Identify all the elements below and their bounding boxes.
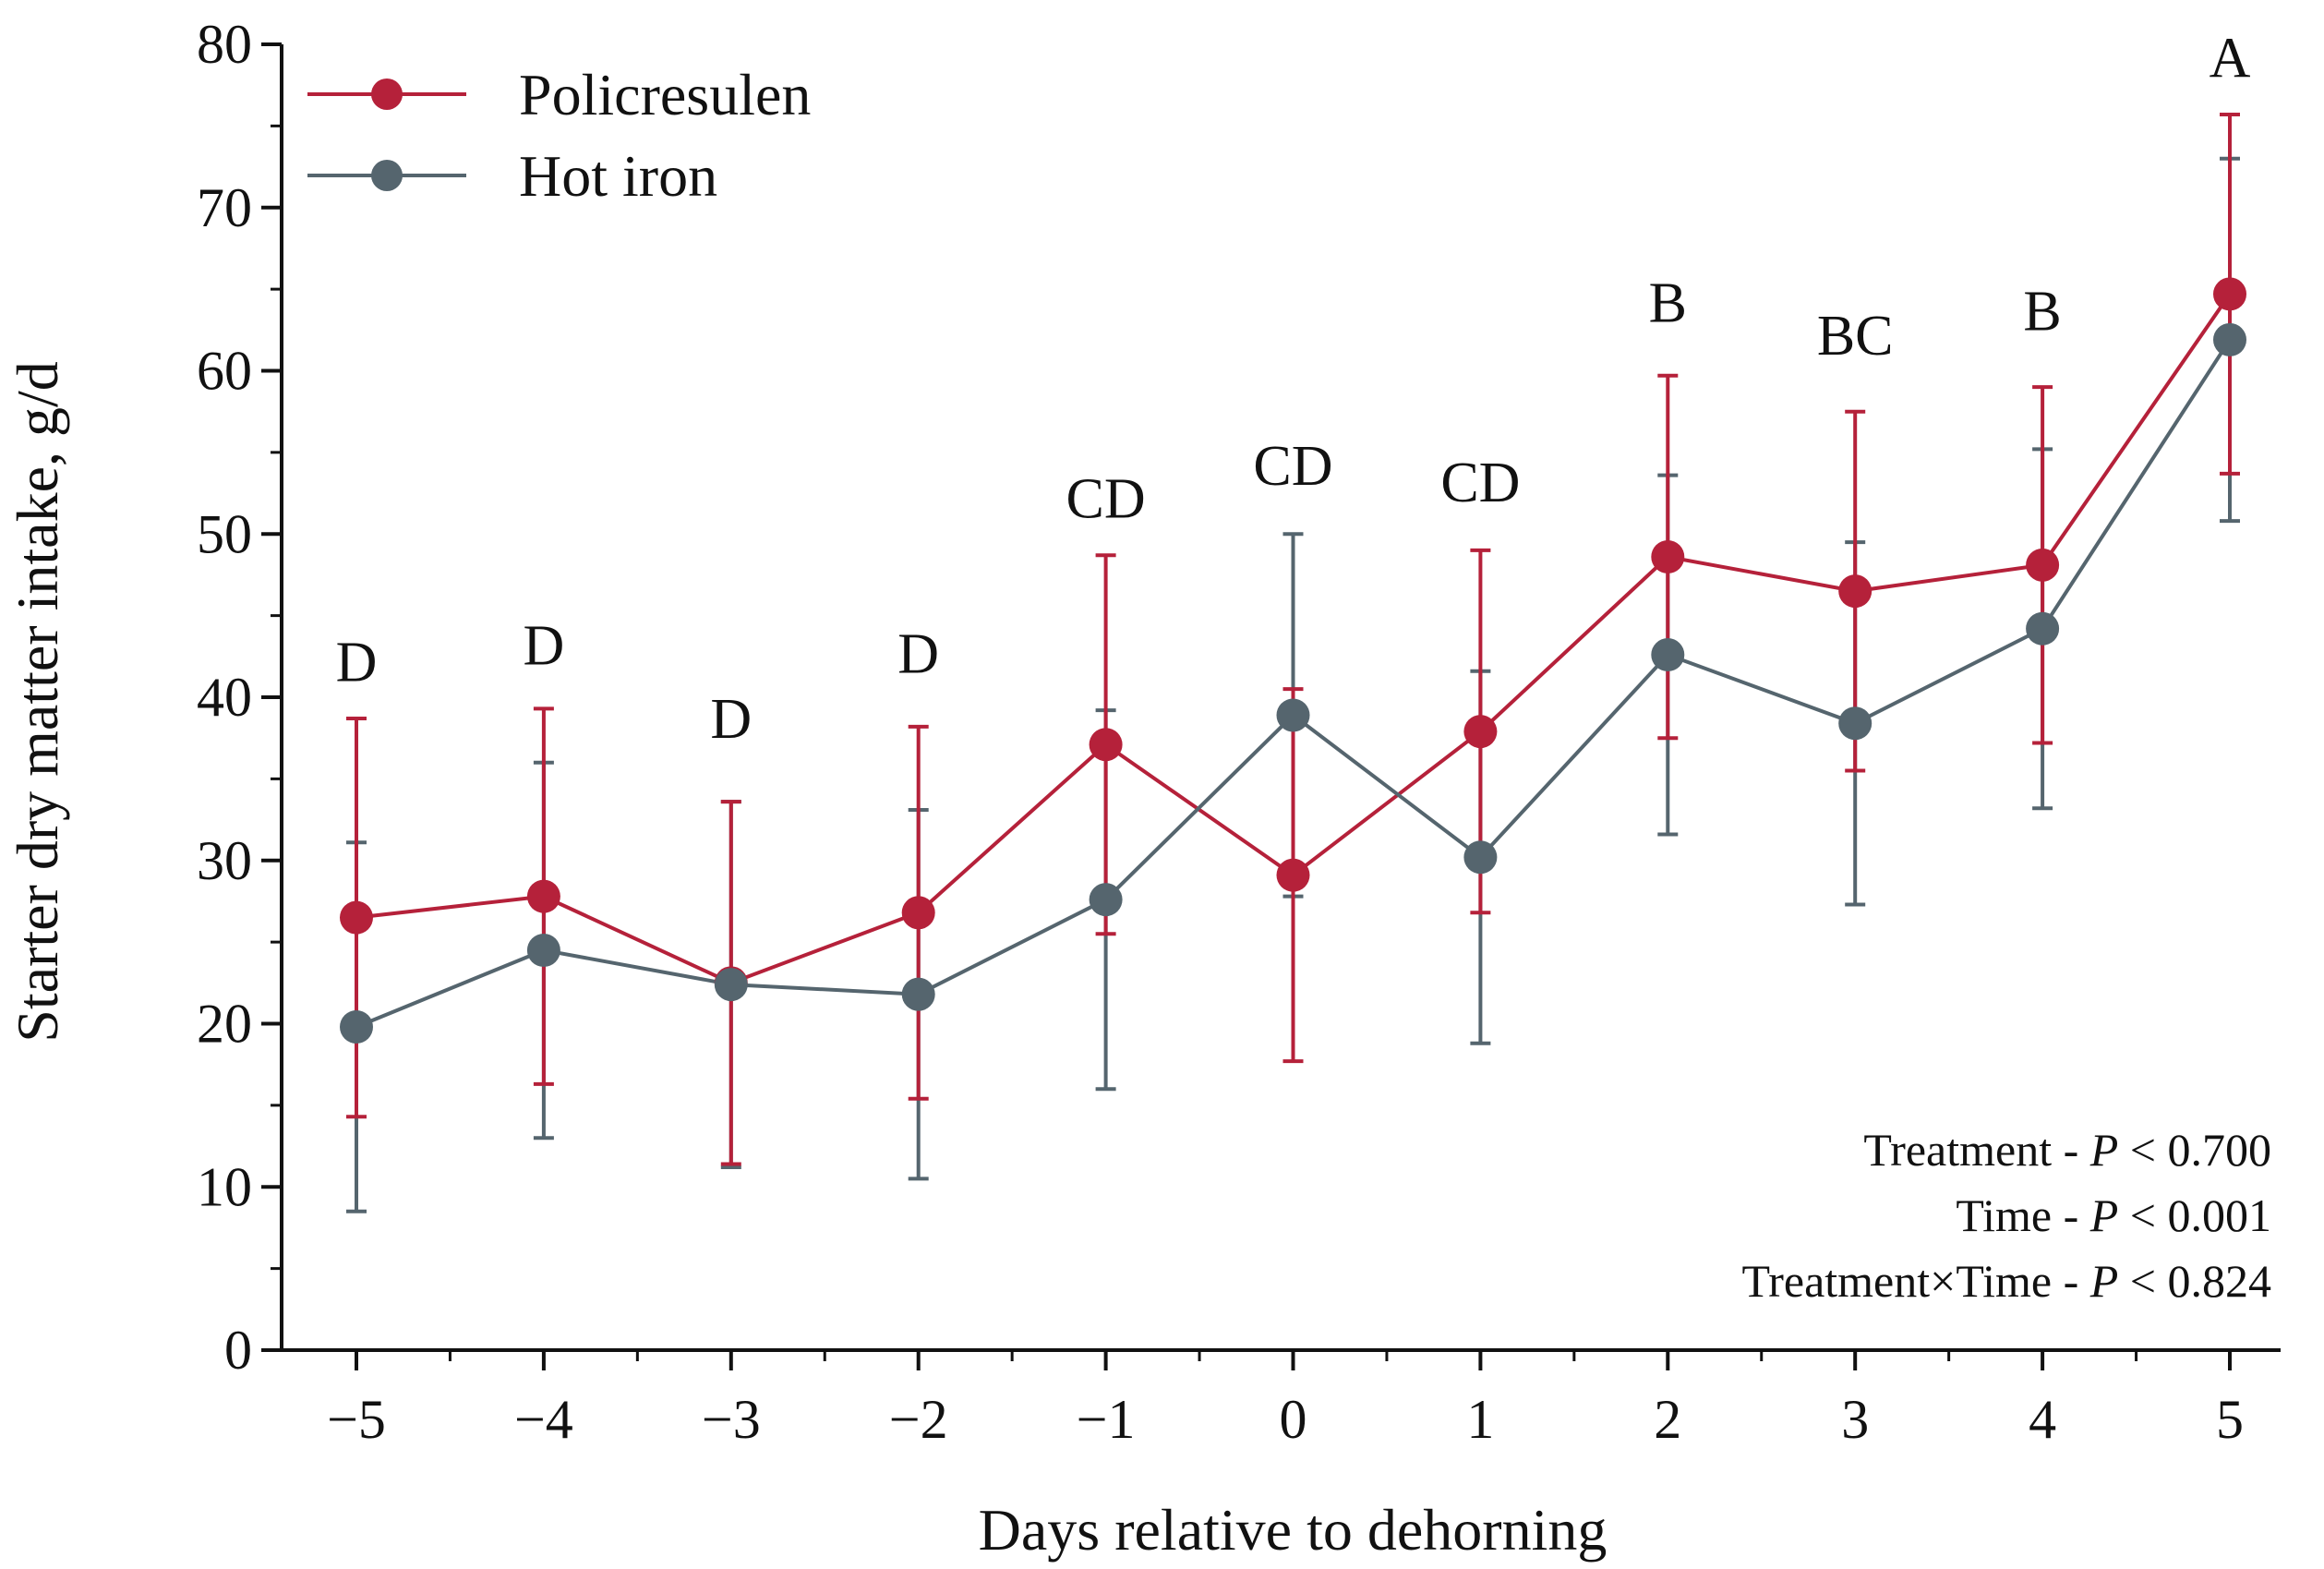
x-tick-label-1: −4 [514,1389,573,1450]
x-tick-label-5: 0 [1280,1389,1307,1450]
legend: Policresulen Hot iron [307,62,811,209]
data-point-1-2 [714,968,748,1002]
data-point-1-1 [526,933,560,967]
significance-letter-2: D [710,688,752,751]
y-axis-title: Starter dry matter intake, g/d [5,361,70,1043]
significance-letter-1: D [524,615,565,678]
x-tick-label-2: −3 [702,1389,761,1450]
data-point-1-3 [901,977,935,1011]
data-point-1-6 [1463,840,1498,875]
data-point-0-1 [526,879,560,913]
x-tick-label-3: −2 [889,1389,948,1450]
significance-letter-9: B [2023,280,2061,343]
data-point-0-8 [1838,574,1872,609]
x-tick-label-4: −1 [1077,1389,1136,1450]
data-point-0-10 [2213,277,2246,311]
y-tick-label-40: 40 [197,667,252,728]
significance-letter-4: CD [1066,468,1146,531]
y-tick-label-70: 70 [197,177,252,238]
x-tick-label-9: 4 [2029,1389,2056,1450]
legend-label-policresulen: Policresulen [519,62,811,127]
ticks: 0 10 20 30 40 50 60 70 80 −5 −4 −3 −2 −1 0 1 2 3 4 5 [197,14,2244,1450]
x-tick-label-10: 5 [2216,1389,2244,1450]
data-point-0-9 [2026,548,2060,582]
data-points [340,277,2246,1044]
x-tick-label-0: −5 [327,1389,386,1450]
legend-marker-hot-iron [371,160,403,191]
x-tick-label-6: 1 [1466,1389,1494,1450]
significance-letter-6: CD [1440,452,1520,514]
x-tick-label-8: 3 [1841,1389,1869,1450]
data-point-1-9 [2026,611,2060,646]
y-tick-label-0: 0 [224,1320,252,1381]
legend-marker-policresulen [371,78,403,110]
data-point-1-4 [1089,883,1123,917]
significance-letter-3: D [897,622,939,685]
data-point-1-10 [2213,322,2246,356]
significance-letter-10: A [2210,27,2251,90]
error-bars [346,113,2240,1213]
y-tick-label-80: 80 [197,14,252,75]
significance-letter-5: CD [1253,435,1332,498]
data-point-0-6 [1463,715,1498,749]
data-point-1-5 [1276,698,1310,732]
legend-label-hot-iron: Hot iron [519,143,717,209]
data-point-0-7 [1651,539,1685,573]
stat-treatment: Treatment - P < 0.700 [1863,1124,2271,1176]
significance-letter-7: B [1649,272,1687,334]
x-axis-title: Days relative to dehorning [979,1497,1608,1563]
y-tick-label-20: 20 [197,994,252,1055]
stat-interaction: Treatment×Time - P < 0.824 [1741,1255,2271,1307]
data-point-0-4 [1089,728,1123,762]
y-tick-label-10: 10 [197,1156,252,1217]
stats-annotation: Treatment - P < 0.700 Time - P < 0.001 T… [1741,1124,2271,1307]
data-point-0-3 [901,896,935,930]
significance-letters: D D D D CD CD CD B BC B A [336,27,2251,751]
y-tick-label-30: 30 [197,830,252,891]
data-point-1-8 [1838,706,1872,741]
stat-time: Time - P < 0.001 [1956,1189,2271,1241]
x-tick-label-7: 2 [1654,1389,1681,1450]
data-point-0-0 [340,900,373,935]
data-point-0-5 [1276,858,1310,892]
significance-letter-8: BC [1817,305,1894,368]
data-point-1-0 [340,1010,373,1044]
data-point-1-7 [1651,638,1685,672]
y-tick-label-60: 60 [197,341,252,402]
y-tick-label-50: 50 [197,503,252,564]
significance-letter-0: D [336,631,378,694]
